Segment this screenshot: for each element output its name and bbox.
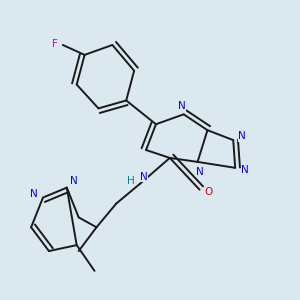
Text: N: N (70, 176, 78, 185)
Text: N: N (140, 172, 148, 182)
Text: N: N (30, 189, 38, 199)
Text: N: N (241, 165, 249, 175)
Text: N: N (196, 167, 203, 177)
Text: N: N (238, 131, 246, 141)
Text: N: N (178, 101, 186, 111)
Text: O: O (204, 187, 212, 196)
Text: H: H (128, 176, 135, 185)
Text: F: F (52, 39, 58, 49)
